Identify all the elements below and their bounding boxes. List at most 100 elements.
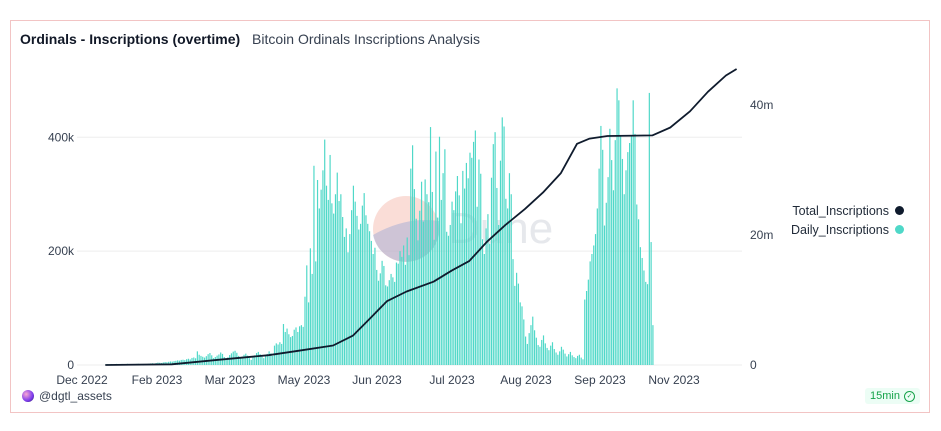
daily-bar <box>297 331 299 365</box>
daily-bar <box>255 353 258 365</box>
daily-bar <box>338 201 340 365</box>
daily-bar <box>627 152 629 365</box>
x-axis: Dec 2022 Feb 2023 Mar 2023 May 2023 Jun 2023… <box>56 373 700 387</box>
daily-bar <box>417 240 419 365</box>
y-left-tick-label: 0 <box>67 358 74 372</box>
daily-bar <box>503 126 505 366</box>
daily-bar <box>639 247 641 365</box>
daily-bar <box>632 100 634 365</box>
daily-bar <box>336 172 338 365</box>
refresh-badge[interactable]: 15min ✓ <box>865 388 920 404</box>
daily-bar <box>562 349 564 365</box>
daily-bar <box>614 140 616 365</box>
daily-bar <box>307 302 310 365</box>
legend-label-total: Total_Inscriptions <box>792 203 889 218</box>
daily-bar <box>395 262 398 365</box>
daily-bar <box>295 327 297 365</box>
daily-bar <box>333 213 335 365</box>
daily-bar <box>227 357 229 365</box>
daily-bar <box>508 173 511 365</box>
daily-bar <box>533 330 536 365</box>
daily-bar <box>169 361 172 365</box>
daily-bar <box>585 291 588 365</box>
daily-bar <box>594 234 597 365</box>
daily-bar <box>449 224 451 365</box>
x-tick-label: Sep 2023 <box>574 373 626 387</box>
daily-bar <box>304 296 306 365</box>
daily-bar <box>352 185 355 365</box>
daily-bar <box>451 201 453 365</box>
check-circle-icon: ✓ <box>904 390 915 402</box>
daily-bar <box>546 347 548 365</box>
daily-bar <box>419 210 421 365</box>
daily-bar <box>541 339 543 365</box>
daily-bar <box>551 342 554 365</box>
daily-bar <box>453 210 455 365</box>
daily-bar <box>196 351 198 365</box>
daily-bar <box>472 141 475 365</box>
y-axis-right: 0 20m 40m <box>750 98 773 372</box>
author-handle: @dgtl_assets <box>39 389 112 403</box>
daily-bar <box>643 270 645 365</box>
daily-bar <box>542 335 545 365</box>
daily-bar <box>476 206 478 365</box>
daily-bar <box>462 170 464 365</box>
daily-bar <box>238 355 240 365</box>
author-attribution[interactable]: @dgtl_assets <box>22 389 112 403</box>
daily-bar <box>591 254 593 365</box>
daily-bar <box>630 135 632 365</box>
daily-bar <box>429 127 432 365</box>
daily-bar <box>365 215 367 365</box>
daily-bar <box>282 324 285 365</box>
daily-bar <box>361 205 363 365</box>
daily-bar <box>516 272 518 365</box>
daily-bar <box>467 178 469 365</box>
daily-bar <box>266 353 268 365</box>
daily-bar <box>281 343 283 365</box>
daily-bar <box>327 199 329 365</box>
daily-bar <box>171 361 173 365</box>
daily-bar <box>331 203 333 365</box>
refresh-label: 15min <box>870 390 900 402</box>
total-inscriptions-line <box>105 68 738 366</box>
daily-bar <box>245 353 247 365</box>
watermark-circle <box>373 196 439 262</box>
daily-bar <box>455 191 457 365</box>
daily-bar <box>521 306 523 365</box>
daily-bar <box>623 194 625 365</box>
daily-bar <box>507 208 509 365</box>
daily-bar <box>548 350 550 365</box>
daily-bar <box>399 251 401 365</box>
daily-bar <box>442 173 444 365</box>
daily-bar <box>526 343 528 365</box>
daily-bar <box>363 193 365 365</box>
daily-bar <box>480 173 482 365</box>
daily-bar <box>325 185 328 365</box>
daily-bar <box>568 354 570 365</box>
daily-bar <box>447 235 450 365</box>
daily-bar <box>532 316 534 365</box>
x-tick-label: Mar 2023 <box>205 373 256 387</box>
daily-bar <box>550 345 552 365</box>
daily-bar <box>569 351 572 365</box>
legend-item-total[interactable]: Total_Inscriptions <box>791 201 904 220</box>
daily-bar <box>306 265 308 365</box>
daily-bar <box>168 361 170 365</box>
daily-bar <box>261 356 263 365</box>
daily-bar <box>580 357 582 365</box>
daily-bar <box>413 189 415 365</box>
daily-bar <box>381 260 383 365</box>
y-axis-left: 0 200k 400k <box>48 130 75 372</box>
daily-bar <box>229 355 231 365</box>
legend-item-daily[interactable]: Daily_Inscriptions <box>791 220 904 239</box>
daily-bar <box>524 336 527 365</box>
daily-bar <box>370 240 372 365</box>
legend-dot-daily <box>894 225 904 234</box>
daily-bar <box>582 359 584 365</box>
y-right-tick-label: 40m <box>750 98 773 112</box>
daily-bar <box>485 228 487 365</box>
daily-bar <box>198 354 200 365</box>
daily-bar <box>514 285 516 365</box>
daily-bar <box>207 354 209 365</box>
y-right-tick-label: 0 <box>750 358 757 372</box>
